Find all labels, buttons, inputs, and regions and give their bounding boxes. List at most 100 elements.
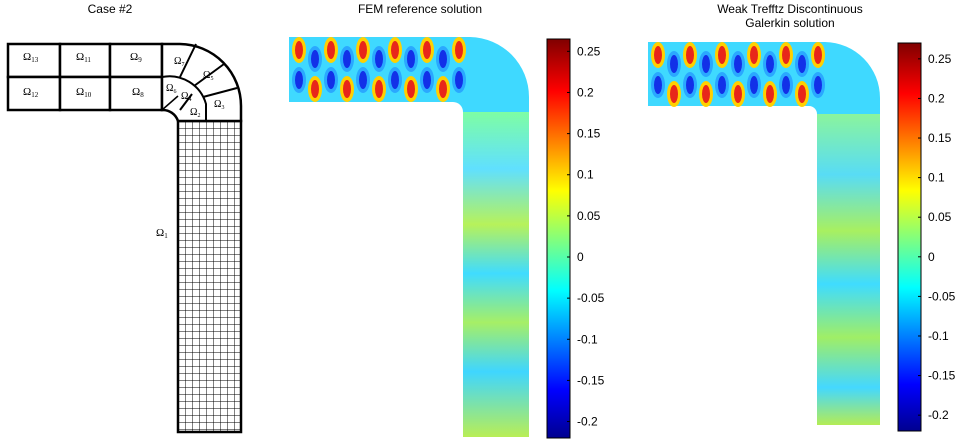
wtdg-wave-core: [734, 85, 742, 103]
fem-colorbar-tick-label: 0.15: [577, 127, 601, 141]
fem-colorbar-tick-label: -0.15: [577, 373, 605, 387]
wtdg-horizontal-arm-field: [648, 42, 880, 114]
wtdg-colorbar-tick-label: 0.05: [928, 210, 952, 224]
wtdg-panel-title: Weak Trefftz Discontinuous Galerkin solu…: [690, 2, 890, 30]
fem-solution-plot: [289, 37, 529, 437]
fem-wave-core: [375, 50, 383, 68]
fem-wave-core: [327, 71, 335, 89]
wtdg-wave-core: [686, 46, 694, 64]
omega11-label: Ω11: [76, 51, 91, 64]
wtdg-colorbar-tick-label: 0.1: [928, 171, 945, 185]
fem-wave-core: [295, 41, 303, 59]
bend-divider-b: [193, 63, 225, 87]
fem-wave-core: [391, 71, 399, 89]
wtdg-colorbar-tick-label: 0.2: [928, 91, 945, 105]
fem-wave-core: [311, 50, 319, 68]
omega6-label: Ω6: [166, 83, 176, 95]
omega1-label: Ω1: [156, 227, 168, 240]
omega12-label: Ω12: [23, 86, 39, 99]
wtdg-colorbar-ticks: 0.25 0.2 0.15 0.1 0.05 0 -0.05 -0.1 -0.15 -0.2: [918, 52, 956, 422]
fem-wave-core: [407, 50, 415, 68]
fem-colorbar-tick-label: 0.05: [577, 209, 601, 223]
fem-wave-core: [455, 71, 463, 89]
wtdg-wave-pattern: [651, 42, 825, 107]
wtdg-wave-core: [750, 46, 758, 64]
wtdg-title-line2: Galerkin solution: [745, 16, 835, 30]
fem-colorbar-tick-label: -0.1: [577, 332, 598, 346]
fem-wave-core: [343, 50, 351, 68]
wtdg-wave-core: [718, 76, 726, 94]
omega7-label: Ω7: [174, 56, 184, 68]
wtdg-wave-core: [702, 55, 710, 73]
bend-divider-c: [202, 87, 238, 98]
bend-divider-e: [161, 95, 179, 111]
mesh-panel-title: Case #2: [87, 2, 133, 16]
fem-colorbar: 0.25 0.2 0.15 0.1 0.05 0 -0.05 -0.1 -0.15 -0.2: [546, 38, 605, 439]
wtdg-wave-core: [718, 46, 726, 64]
fem-panel-title: FEM reference solution: [357, 2, 483, 16]
fem-wave-core: [439, 50, 447, 68]
bend-inner-arc: [161, 75, 207, 121]
omega10-box: [58, 75, 112, 112]
fem-colorbar-ticks: 0.25 0.2 0.15 0.1 0.05 0 -0.05 -0.1 -0.15 -0.2: [567, 44, 605, 429]
fem-wave-core: [455, 41, 463, 59]
fem-wave-core: [375, 80, 383, 98]
wtdg-wave-core: [814, 76, 822, 94]
wtdg-solution-plot: [648, 42, 880, 425]
wtdg-wave-core: [670, 55, 678, 73]
fem-wave-core: [359, 71, 367, 89]
omega1-subdomain: [176, 119, 243, 434]
wtdg-vertical-arm-field: [817, 112, 880, 425]
omega3-label: Ω3: [214, 99, 224, 111]
fem-wave-pattern: [292, 37, 466, 102]
wtdg-wave-core: [734, 55, 742, 73]
wtdg-wave-core: [766, 55, 774, 73]
fem-vertical-arm-field: [463, 110, 529, 437]
fem-colorbar-tick-label: 0.25: [577, 44, 601, 58]
wtdg-wave-core: [654, 46, 662, 64]
wtdg-colorbar-tick-label: -0.1: [928, 329, 949, 343]
omega8-box: [108, 75, 164, 112]
fem-colorbar-gradient: [546, 38, 571, 439]
wtdg-wave-core: [782, 76, 790, 94]
omega8-label: Ω8: [132, 86, 144, 99]
wtdg-wave-core: [814, 46, 822, 64]
fem-wave-core: [311, 80, 319, 98]
bend-divider-a: [179, 43, 197, 78]
omega2-label: Ω2: [190, 107, 200, 119]
fem-wave-core: [423, 41, 431, 59]
omega13-label: Ω13: [23, 51, 39, 64]
wtdg-colorbar-tick-label: 0: [928, 250, 935, 264]
fem-colorbar-tick-label: 0.2: [577, 85, 594, 99]
wtdg-title-line1: Weak Trefftz Discontinuous: [717, 2, 863, 16]
omega11-box: [58, 42, 112, 79]
fem-wave-core: [407, 80, 415, 98]
fem-colorbar-tick-label: 0.1: [577, 168, 594, 182]
fem-colorbar-tick-label: -0.2: [577, 415, 598, 429]
wtdg-colorbar-tick-label: 0.15: [928, 131, 952, 145]
bend-divider-d: [179, 93, 193, 111]
wtdg-wave-core: [654, 76, 662, 94]
wtdg-colorbar-tick-label: -0.15: [928, 369, 956, 383]
bend-outer-arc: [160, 42, 243, 123]
wtdg-wave-core: [766, 85, 774, 103]
omega4-label: Ω4: [181, 91, 191, 103]
fem-wave-core: [327, 41, 335, 59]
fem-wave-core: [391, 41, 399, 59]
omega5-label: Ω5: [203, 70, 213, 82]
wtdg-wave-core: [798, 55, 806, 73]
fem-wave-core: [343, 80, 351, 98]
wtdg-colorbar: 0.25 0.2 0.15 0.1 0.05 0 -0.05 -0.1 -0.15 -0.2: [897, 42, 956, 432]
wtdg-colorbar-tick-label: 0.25: [928, 52, 952, 66]
mesh-diagram: Ω13 Ω11 Ω9 Ω12 Ω10 Ω8 Ω7 Ω5 Ω6 Ω4 Ω3 Ω2 …: [6, 42, 243, 434]
fem-wave-core: [423, 71, 431, 89]
fem-colorbar-tick-label: 0: [577, 250, 584, 264]
wtdg-colorbar-tick-label: -0.2: [928, 408, 949, 422]
fem-colorbar-tick-label: -0.05: [577, 291, 605, 305]
fem-wave-core: [295, 71, 303, 89]
fem-wave-core: [439, 80, 447, 98]
wtdg-wave-core: [782, 46, 790, 64]
omega10-label: Ω10: [76, 86, 92, 99]
fem-wave-core: [359, 41, 367, 59]
